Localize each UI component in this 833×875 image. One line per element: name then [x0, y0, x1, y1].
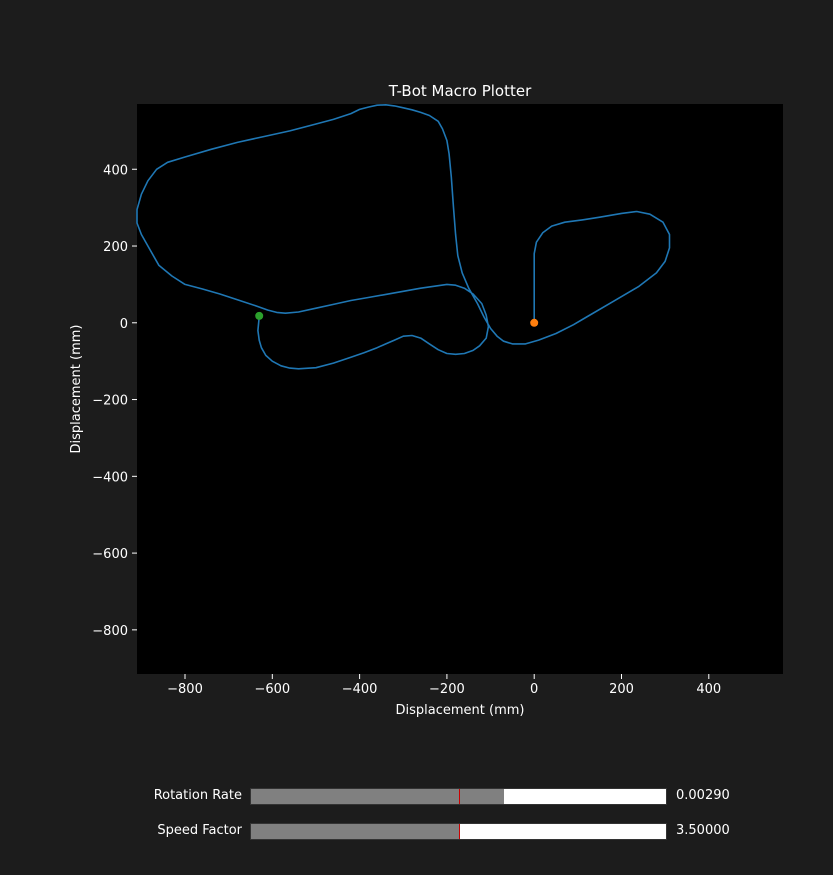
slider-value: 3.50000 [676, 823, 730, 838]
plot-markers [255, 311, 539, 327]
y-tick-label: 0 [120, 317, 128, 332]
slider-fill [251, 789, 505, 804]
x-tick-label: 0 [530, 682, 538, 697]
x-tick-label: −800 [167, 682, 203, 697]
x-tick-label: −200 [429, 682, 465, 697]
x-tick-label: −600 [254, 682, 290, 697]
x-tick-label: 200 [609, 682, 634, 697]
y-tick-label: −400 [92, 470, 128, 485]
slider-fill [251, 824, 459, 839]
slider-initial-marker [458, 789, 460, 804]
slider-value: 0.00290 [676, 788, 730, 803]
slider-label: Rotation Rate [153, 788, 242, 803]
x-tick-label: −400 [342, 682, 378, 697]
y-tick-label: 400 [103, 163, 128, 178]
start-point-marker [530, 318, 539, 327]
y-axis-label: Displacement (mm) [69, 325, 84, 454]
slider-initial-marker [458, 824, 460, 839]
y-tick-label: −600 [92, 547, 128, 562]
x-axis-label: Displacement (mm) [396, 703, 525, 718]
rotation-rate-slider[interactable] [250, 788, 667, 805]
chart-title: T-Bot Macro Plotter [388, 82, 532, 100]
x-tick-label: 400 [696, 682, 721, 697]
plot-lines [136, 104, 671, 370]
y-axis-ticks: −800 −600 −400 −200 0 200 400 [92, 163, 137, 639]
slider-rotation-rate: Rotation Rate 0.00290 [0, 787, 833, 807]
y-tick-label: 200 [103, 240, 128, 255]
x-axis-ticks: −800 −600 −400 −200 0 200 400 [167, 674, 721, 697]
y-tick-label: −800 [92, 624, 128, 639]
speed-factor-slider[interactable] [250, 823, 667, 840]
slider-label: Speed Factor [157, 823, 242, 838]
y-tick-label: −200 [92, 394, 128, 409]
slider-speed-factor: Speed Factor 3.50000 [0, 822, 833, 842]
trajectory-line [136, 104, 671, 370]
end-point-marker [255, 311, 264, 320]
plot-area [137, 104, 783, 674]
